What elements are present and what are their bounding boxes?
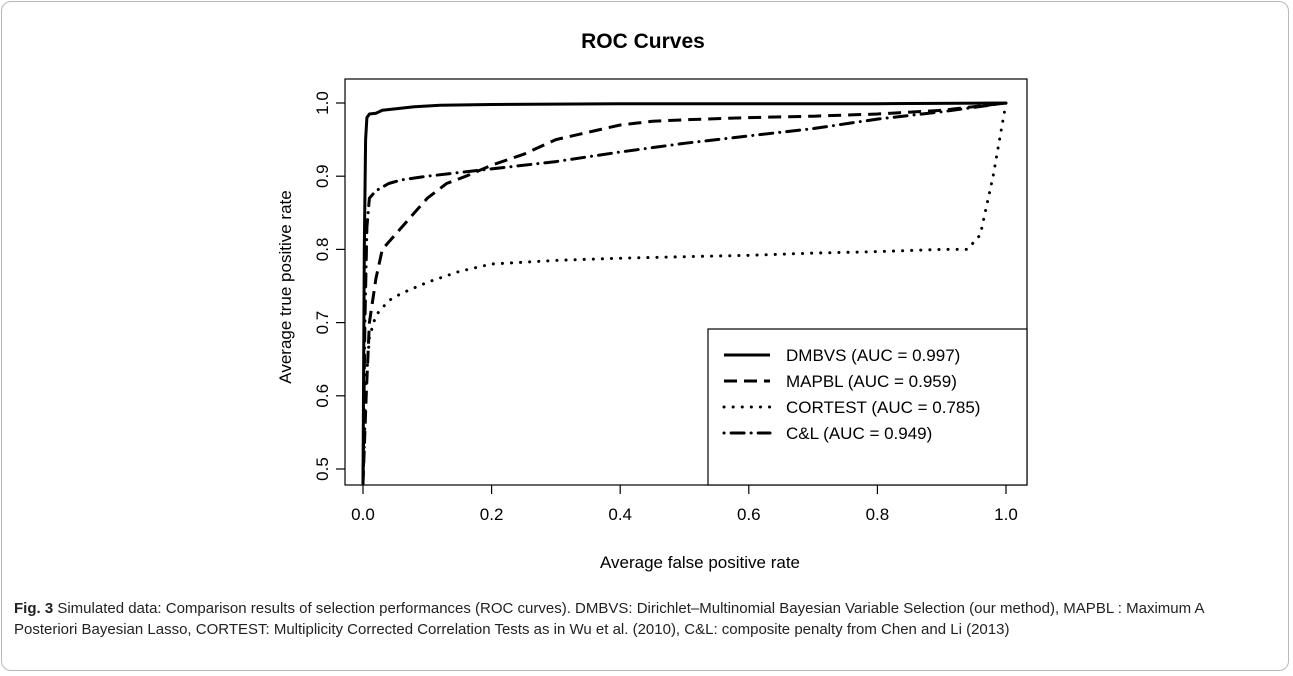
- x-axis-label: Average false positive rate: [600, 553, 800, 572]
- chart-title: ROC Curves: [581, 30, 705, 53]
- series-line-1: [361, 101, 1007, 484]
- legend-label-1: DMBVS (AUC = 0.997): [786, 346, 960, 365]
- x-tick-label: 0.0: [351, 505, 375, 524]
- x-tick-label: 1.0: [994, 505, 1018, 524]
- roc-chart: ROC Curves 0.0 0.2 0.4 0.6 0.8 1.00.50.60.70.…: [276, 30, 1028, 572]
- y-tick-label: 0.9: [313, 164, 332, 188]
- legend-label-3: CORTEST (AUC = 0.785): [786, 398, 980, 417]
- x-tick-label: 0.8: [866, 505, 890, 524]
- y-tick-label: 0.5: [313, 457, 332, 481]
- caption-text: Simulated data: Comparison results of se…: [14, 600, 1204, 638]
- series-line-3: [361, 101, 1008, 485]
- legend-label-2: MAPBL (AUC = 0.959): [786, 372, 957, 391]
- y-tick-label: 0.7: [313, 311, 332, 335]
- plot-box: [344, 78, 1028, 486]
- caption-label: Fig. 3: [14, 600, 54, 617]
- series-line-4: [361, 101, 1008, 485]
- series-line-2: [361, 101, 1007, 484]
- x-tick-label: 0.6: [737, 505, 761, 524]
- plot-area: 0.0 0.2 0.4 0.6 0.8 1.0 0.5 0.6 0.7 0.8 0.9 1.0: [313, 78, 1028, 524]
- y-axis-label: Average true positive rate: [276, 190, 295, 383]
- x-tick-label: 0.2: [480, 505, 504, 524]
- y-tick-label: 0.6: [313, 384, 332, 408]
- y-tick-label: 0.8: [313, 238, 332, 262]
- legend-label-4: C&L (AUC = 0.949): [786, 424, 932, 443]
- figure-caption: Fig. 3 Simulated data: Comparison result…: [14, 598, 1264, 640]
- legend: DMBVS (AUC = 0.997) MAPBL (AUC = 0.959) CO…: [707, 328, 1028, 486]
- x-tick-label: 0.4: [608, 505, 632, 524]
- y-tick-label: 1.0: [313, 91, 332, 115]
